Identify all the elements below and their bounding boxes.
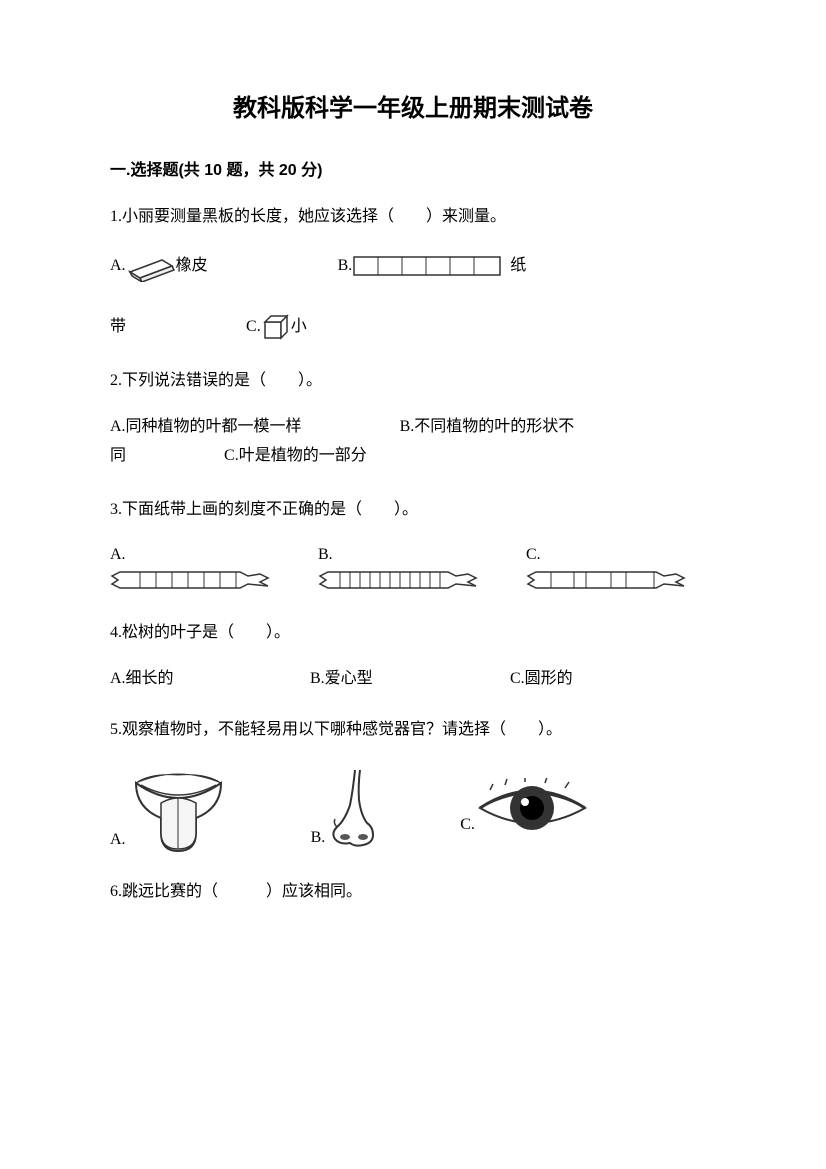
ruler-c-icon (526, 568, 686, 594)
q2-optC: C.叶是植物的一部分 (224, 447, 367, 464)
q5-text: 5.观察植物时，不能轻易用以下哪种感觉器官？请选择（ ）。 (110, 717, 716, 743)
eraser-icon (126, 250, 176, 282)
q1-optA-text: 橡皮 (176, 253, 208, 279)
q2-optB2: 同 (110, 447, 126, 464)
ruler-a-icon (110, 568, 270, 594)
q4-optA: A.细长的 (110, 666, 310, 692)
question-4: 4.松树的叶子是（ ）。 A.细长的 B.爱心型 C.圆形的 (110, 620, 716, 691)
q4-optC: C.圆形的 (510, 666, 573, 692)
paper-tape-icon (352, 253, 502, 279)
cube-icon (261, 312, 291, 342)
q6-text: 6.跳远比赛的（ ）应该相同。 (110, 879, 716, 905)
q1-optB-text2: 带 (110, 314, 126, 340)
q3-optB: B. (318, 542, 333, 568)
q3-optC: C. (526, 542, 541, 568)
q1-optC-text: 小 (291, 314, 307, 340)
q2-optB: B.不同植物的叶的形状不 (400, 418, 575, 435)
ruler-b-icon (318, 568, 478, 594)
exam-title: 教科版科学一年级上册期末测试卷 (110, 90, 716, 128)
q4-text: 4.松树的叶子是（ ）。 (110, 620, 716, 646)
q3-text: 3.下面纸带上画的刻度不正确的是（ ）。 (110, 497, 716, 523)
q1-optA-label: A. (110, 253, 126, 279)
q2-optA: A.同种植物的叶都一模一样 (110, 418, 302, 435)
eye-icon (475, 778, 590, 838)
q5-optB: B. (311, 825, 326, 851)
nose-icon (325, 765, 380, 850)
question-5: 5.观察植物时，不能轻易用以下哪种感觉器官？请选择（ ）。 A. B. (110, 717, 716, 853)
q3-optA: A. (110, 542, 126, 568)
question-3: 3.下面纸带上画的刻度不正确的是（ ）。 A. B. (110, 497, 716, 594)
question-2: 2.下列说法错误的是（ ）。 A.同种植物的叶都一模一样 B.不同植物的叶的形状… (110, 368, 716, 471)
question-1: 1.小丽要测量黑板的长度，她应该选择（ ）来测量。 A. 橡皮 B. 纸 (110, 204, 716, 342)
q1-text: 1.小丽要测量黑板的长度，她应该选择（ ）来测量。 (110, 204, 716, 230)
question-6: 6.跳远比赛的（ ）应该相同。 (110, 879, 716, 905)
q2-text: 2.下列说法错误的是（ ）。 (110, 368, 716, 394)
section-header: 一.选择题(共 10 题，共 20 分) (110, 158, 716, 184)
q1-optB-label: B. (338, 253, 353, 279)
q1-optC-label: C. (246, 314, 261, 340)
q5-optC: C. (460, 812, 475, 838)
q4-optB: B.爱心型 (310, 666, 510, 692)
q5-optA: A. (110, 827, 126, 853)
mouth-tongue-icon (126, 763, 231, 853)
q1-optB-text: 纸 (510, 253, 526, 279)
